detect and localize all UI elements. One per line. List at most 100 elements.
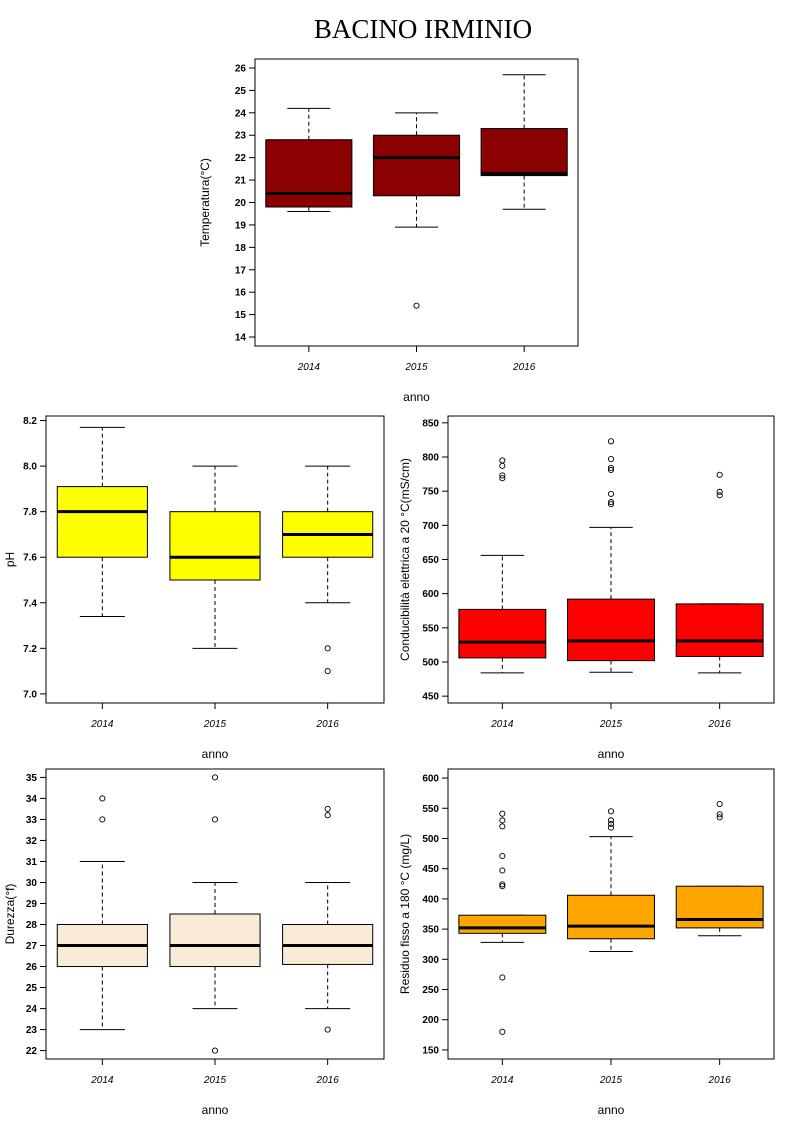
residue-boxplot: 150 200 250 300 350 400 450 500 550 600 2014 2015 20… xyxy=(398,768,775,1117)
iqr-box xyxy=(567,894,655,940)
box-2014 xyxy=(56,795,148,1031)
outlier-point xyxy=(324,805,331,812)
y-axis-label: pH xyxy=(3,552,17,567)
ph-boxplot: 7.0 7.2 7.4 7.6 7.8 8.0 8.2 2014 2015 2016 anno pH xyxy=(3,415,385,761)
outlier-point xyxy=(607,466,615,474)
y-tick-label: 22 xyxy=(26,1046,38,1057)
iqr-box xyxy=(169,913,261,968)
box-2015 xyxy=(567,438,655,673)
iqr-box xyxy=(458,914,547,934)
outlier-point xyxy=(499,472,506,479)
outlier-point xyxy=(607,824,615,831)
temperature-boxplot: 14 15 16 17 18 19 20 21 22 23 24 25 26 2014 2015 2016 an… xyxy=(198,58,579,404)
outlier-point xyxy=(211,816,219,823)
box-2015 xyxy=(169,465,261,649)
x-tick-label: 2014 xyxy=(490,719,514,730)
y-tick-label: 7.6 xyxy=(23,553,37,564)
x-tick-label: 2014 xyxy=(297,362,321,373)
outlier-point xyxy=(716,492,723,499)
iqr-box xyxy=(675,603,764,658)
outlier-point xyxy=(211,774,219,781)
x-tick-label: 2016 xyxy=(708,1075,732,1086)
outlier-point xyxy=(716,488,723,495)
box-2016 xyxy=(480,74,568,210)
outlier-point xyxy=(324,1026,331,1033)
y-tick-label: 19 xyxy=(235,220,247,231)
x-tick-label: 2015 xyxy=(203,1075,227,1086)
x-axis-label: anno xyxy=(202,747,229,761)
y-tick-label: 8.2 xyxy=(23,416,37,427)
y-axis-label: Temperatura(°C) xyxy=(198,158,212,247)
y-tick-label: 30 xyxy=(26,878,38,889)
y-tick-label: 22 xyxy=(235,153,247,164)
outlier-point xyxy=(607,820,615,828)
y-tick-label: 750 xyxy=(422,487,439,498)
y-tick-label: 28 xyxy=(26,920,38,931)
y-tick-label: 24 xyxy=(26,1004,38,1015)
y-tick-label: 600 xyxy=(422,774,439,785)
y-tick-label: 700 xyxy=(422,521,439,532)
box-2015 xyxy=(567,808,655,952)
outlier-point xyxy=(499,810,506,817)
outlier-point xyxy=(716,814,723,821)
y-axis-label: Residuo fisso a 180 °C (mg/L) xyxy=(398,834,412,994)
x-tick-label: 2016 xyxy=(316,719,340,730)
x-tick-label: 2015 xyxy=(599,1075,623,1086)
outlier-point xyxy=(499,1028,506,1035)
y-tick-label: 7.4 xyxy=(23,598,37,609)
outlier-point xyxy=(499,974,506,981)
x-axis-label: anno xyxy=(598,1103,625,1117)
iqr-box xyxy=(265,139,353,208)
outlier-point xyxy=(413,302,420,309)
y-tick-label: 26 xyxy=(26,962,38,973)
outlier-point xyxy=(607,499,615,506)
conductivity-boxplot: 450 500 550 600 650 700 750 800 850 2014 2015 2016 a… xyxy=(398,415,775,761)
y-tick-label: 18 xyxy=(235,243,247,254)
iqr-box xyxy=(372,134,461,197)
outlier-point xyxy=(324,668,331,675)
x-tick-label: 2016 xyxy=(316,1075,340,1086)
y-tick-label: 23 xyxy=(26,1025,38,1036)
outlier-point xyxy=(499,823,506,830)
y-tick-label: 650 xyxy=(422,555,439,566)
y-tick-label: 350 xyxy=(422,925,439,936)
x-axis-label: anno xyxy=(403,390,430,404)
outlier-point xyxy=(607,490,615,497)
outlier-point xyxy=(499,462,506,469)
box-2016 xyxy=(675,471,764,674)
outlier-point xyxy=(499,817,506,824)
plot-frame xyxy=(254,58,579,347)
y-tick-label: 7.0 xyxy=(23,689,37,700)
y-tick-label: 17 xyxy=(235,265,247,276)
iqr-box xyxy=(675,885,764,929)
x-tick-label: 2016 xyxy=(512,362,536,373)
outlier-point xyxy=(607,438,615,445)
y-tick-label: 35 xyxy=(26,773,38,784)
x-tick-label: 2014 xyxy=(490,1075,514,1086)
iqr-box xyxy=(458,608,547,659)
y-tick-label: 500 xyxy=(422,658,439,669)
y-tick-label: 25 xyxy=(26,983,38,994)
y-tick-label: 600 xyxy=(422,589,439,600)
y-tick-label: 850 xyxy=(422,418,439,429)
y-tick-label: 400 xyxy=(422,894,439,905)
y-tick-label: 250 xyxy=(422,985,439,996)
y-tick-label: 550 xyxy=(422,623,439,634)
y-tick-label: 450 xyxy=(422,692,439,703)
iqr-box xyxy=(480,128,568,177)
y-tick-label: 20 xyxy=(235,198,247,209)
box-2014 xyxy=(458,810,547,1035)
y-tick-label: 8.0 xyxy=(23,462,37,473)
y-tick-label: 29 xyxy=(26,899,38,910)
box-2014 xyxy=(56,426,148,617)
box-2014 xyxy=(458,457,547,674)
outlier-point xyxy=(607,456,615,463)
y-tick-label: 550 xyxy=(422,804,439,815)
y-axis-label: Conducibilità elettrica a 20 °C(mS/cm) xyxy=(398,458,412,661)
y-tick-label: 31 xyxy=(26,857,38,868)
outlier-point xyxy=(607,808,615,815)
iqr-box xyxy=(169,511,261,581)
outlier-point xyxy=(716,811,723,818)
box-2014 xyxy=(265,107,353,212)
page-title: BACINO IRMINIO xyxy=(313,14,533,44)
